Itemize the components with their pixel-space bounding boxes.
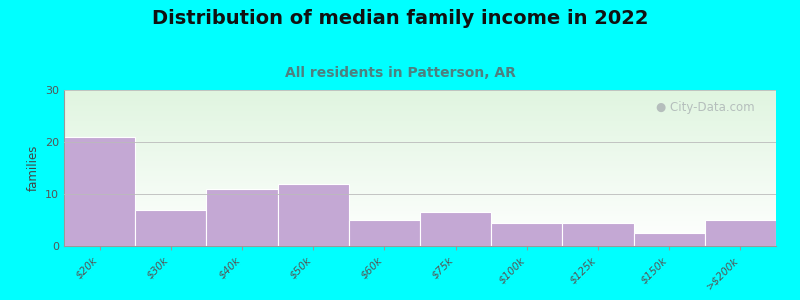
- Bar: [64, 137, 135, 246]
- Bar: [420, 212, 491, 246]
- Text: Distribution of median family income in 2022: Distribution of median family income in …: [152, 9, 648, 28]
- Text: All residents in Patterson, AR: All residents in Patterson, AR: [285, 66, 515, 80]
- Bar: [705, 220, 776, 246]
- Bar: [278, 184, 349, 246]
- Bar: [135, 210, 206, 246]
- Y-axis label: families: families: [26, 145, 39, 191]
- Text: ● City-Data.com: ● City-Data.com: [656, 101, 754, 114]
- Bar: [206, 189, 278, 246]
- Bar: [349, 220, 420, 246]
- Bar: [491, 223, 562, 246]
- Bar: [562, 223, 634, 246]
- Bar: [634, 233, 705, 246]
